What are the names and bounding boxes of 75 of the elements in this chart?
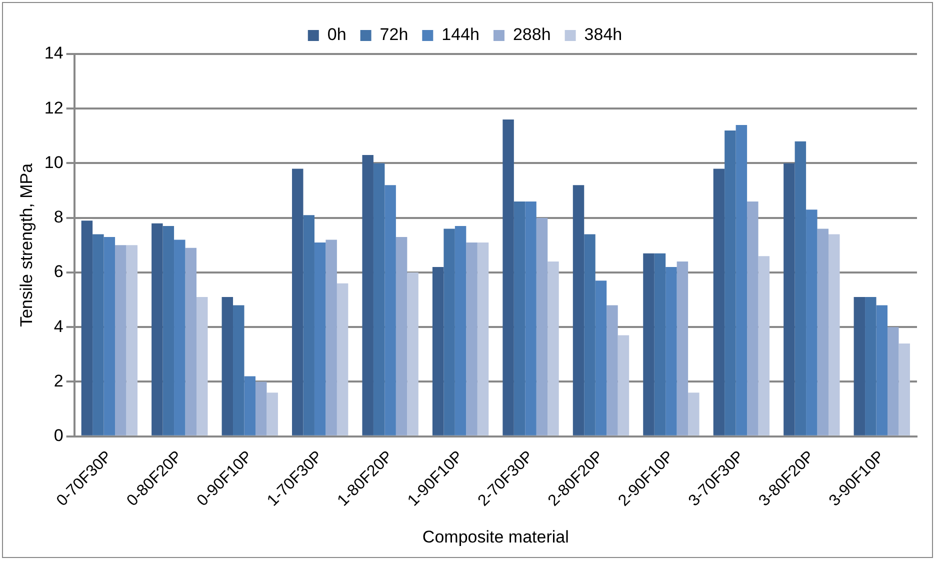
bar (654, 253, 666, 436)
bar (876, 305, 888, 436)
y-axis-title: Tensile strength, MPa (16, 162, 36, 327)
bar (713, 168, 725, 436)
legend-label: 72h (380, 25, 408, 44)
bar (444, 228, 455, 436)
x-axis-title: Composite material (422, 527, 569, 546)
y-tick-label: 8 (54, 208, 64, 227)
y-tick-label: 14 (44, 44, 64, 63)
bar (196, 297, 208, 436)
bar (174, 240, 186, 436)
bar (454, 226, 466, 436)
bar (362, 155, 374, 436)
bar (688, 392, 700, 436)
bar (244, 376, 256, 436)
bar (152, 223, 163, 436)
bar (854, 297, 866, 436)
bar (536, 218, 548, 436)
bar (92, 234, 104, 436)
bar (314, 242, 326, 436)
bar (676, 262, 688, 436)
bar (126, 245, 138, 436)
legend-label: 144h (442, 25, 480, 44)
bar (396, 236, 408, 436)
legend-label: 288h (512, 25, 551, 44)
bar (266, 392, 278, 436)
bar (724, 130, 736, 436)
y-tick-label: 0 (54, 426, 64, 446)
bar (572, 185, 584, 436)
y-tick-label: 10 (44, 152, 64, 172)
bar (185, 248, 196, 436)
legend-label: 0h (327, 25, 346, 44)
bar (81, 220, 93, 436)
bar (222, 297, 234, 436)
bar (548, 262, 559, 436)
bar (407, 272, 418, 436)
bar (817, 228, 829, 436)
bar (888, 327, 899, 436)
bar (162, 226, 174, 436)
y-tick-label: 12 (44, 98, 64, 118)
bar (373, 163, 385, 436)
bar (865, 297, 876, 436)
bar (336, 283, 348, 436)
bar (758, 256, 770, 436)
bar (432, 267, 444, 436)
bar (747, 201, 758, 436)
bar (514, 201, 526, 436)
bar (104, 236, 116, 436)
bar (618, 335, 630, 436)
bar (784, 163, 795, 436)
legend-label: 384h (584, 25, 622, 44)
bar (643, 253, 654, 436)
bar (502, 120, 514, 436)
bar (466, 242, 478, 436)
bar (326, 240, 337, 436)
bar (595, 280, 607, 436)
bar (736, 125, 748, 436)
y-tick-label: 6 (54, 262, 64, 282)
bar (233, 305, 244, 436)
bar (584, 234, 596, 436)
bar (606, 305, 618, 436)
bar (666, 267, 677, 436)
bar (303, 215, 314, 436)
bar (477, 242, 489, 436)
y-tick-label: 2 (54, 371, 64, 390)
bar (794, 141, 806, 436)
bar (828, 234, 840, 436)
bar (292, 168, 304, 436)
y-tick-label: 4 (54, 316, 64, 336)
bar (806, 210, 818, 436)
bar (898, 343, 910, 436)
bar (255, 382, 267, 436)
bar (384, 185, 396, 436)
bar (525, 201, 536, 436)
bar (115, 245, 126, 436)
